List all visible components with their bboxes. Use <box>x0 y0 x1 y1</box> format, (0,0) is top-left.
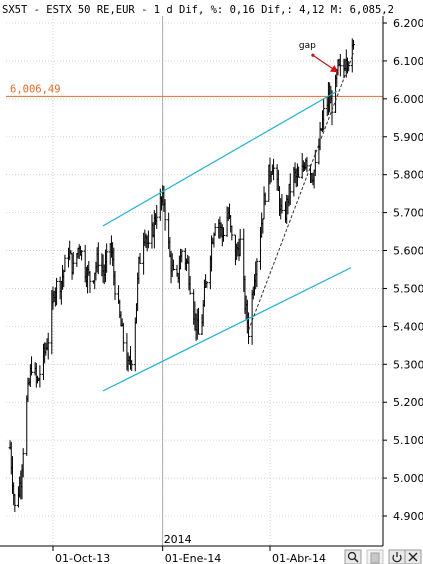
ohlc-bar <box>288 173 292 205</box>
channel-upper-line <box>102 90 338 227</box>
y-tick-label: 5.600 <box>393 245 423 258</box>
ohlc-bar <box>13 493 17 513</box>
ohlc-bar <box>130 359 134 372</box>
x-tick-label: 01-Ene-14 <box>165 552 222 564</box>
ohlc-bar <box>96 242 100 275</box>
y-tick-label: 5.000 <box>393 472 423 485</box>
ohlc-bar <box>322 99 326 131</box>
ohlc-bar <box>171 259 175 271</box>
ohlc-bar <box>313 149 317 177</box>
y-tick-label: 5.300 <box>393 358 423 371</box>
ohlc-bar <box>196 307 200 335</box>
ohlc-bar <box>71 252 75 275</box>
ohlc-bars <box>8 38 355 513</box>
y-tick-label: 5.800 <box>393 169 423 182</box>
chart-header: SX5T - ESTX 50 RE,EUR - 1 d Dif, %: 0,16… <box>2 4 394 16</box>
ohlc-bar <box>280 193 284 214</box>
ohlc-bar <box>113 270 117 301</box>
grid <box>6 16 383 546</box>
channel-lower-line <box>102 267 352 392</box>
ohlc-bar <box>180 249 184 263</box>
ohlc-bar <box>121 322 125 352</box>
y-tick-label: 6.200 <box>393 17 423 30</box>
ohlc-bar <box>146 230 150 249</box>
ohlc-bar <box>238 228 242 257</box>
year-marker-label: 2014 <box>164 533 192 546</box>
ohlc-bar <box>255 258 259 287</box>
y-tick-label: 4.900 <box>393 510 423 523</box>
x-axis-ticks: 01-Oct-13 01-Ene-14 01-Abr-14 <box>52 546 326 564</box>
y-tick-label: 5.200 <box>393 396 423 409</box>
ohlc-bar <box>222 227 225 242</box>
ohlc-bar <box>30 356 34 376</box>
y-tick-label: 5.400 <box>393 320 423 333</box>
y-tick-label: 5.100 <box>393 434 423 447</box>
ohlc-bar <box>55 277 59 306</box>
y-tick-label: 5.700 <box>393 207 423 220</box>
ohlc-bar <box>138 252 142 264</box>
ohlc-bar <box>205 281 209 288</box>
search-icon <box>347 551 359 563</box>
ohlc-bar <box>263 192 267 206</box>
ohlc-bar <box>213 223 217 236</box>
ohlc-bar <box>88 271 92 293</box>
ohlc-bar <box>272 158 276 181</box>
search-button[interactable] <box>344 549 362 564</box>
y-tick-label: 6.100 <box>393 55 423 68</box>
gap-arrow-head <box>329 65 338 73</box>
ohlc-bar <box>38 365 42 388</box>
ohlc-bar <box>80 250 84 261</box>
close-icon <box>408 552 418 562</box>
gap-arrow-tail <box>311 53 315 57</box>
axes <box>0 16 384 547</box>
reference-label: 6,006,49 <box>10 83 61 95</box>
gap-annotation: gap <box>299 41 339 73</box>
y-tick-label: 5.500 <box>393 282 423 295</box>
power-button[interactable] <box>388 549 406 564</box>
support-trendline <box>248 53 354 331</box>
page-button[interactable] <box>366 549 384 564</box>
ohlc-bar <box>305 156 309 173</box>
ohlc-bar <box>63 254 67 272</box>
ohlc-bar <box>351 39 355 50</box>
y-axis-ticks: 4.900 5.000 5.100 5.200 5.300 5.400 5.500 5.600… <box>383 17 423 523</box>
gap-label: gap <box>299 41 316 51</box>
page-icon <box>370 552 380 564</box>
y-tick-label: 5.900 <box>393 131 423 144</box>
ohlc-bar <box>46 332 50 360</box>
channel-lines <box>102 53 354 392</box>
ohlc-bar <box>247 312 251 345</box>
ohlc-bar <box>297 166 301 178</box>
ohlc-bar <box>230 225 234 241</box>
ohlc-bar <box>105 243 109 273</box>
power-icon <box>392 552 402 563</box>
ohlc-bar <box>155 204 159 229</box>
x-tick-label: 01-Oct-13 <box>55 552 110 564</box>
x-tick-label: 01-Abr-14 <box>272 552 326 564</box>
ohlc-bar <box>330 90 334 126</box>
ohlc-bar <box>163 199 167 231</box>
ohlc-bar <box>188 276 192 295</box>
ohlc-bar <box>338 53 342 77</box>
close-button[interactable] <box>404 549 422 564</box>
y-tick-label: 6.000 <box>393 93 423 106</box>
ohlc-bar <box>21 448 25 478</box>
